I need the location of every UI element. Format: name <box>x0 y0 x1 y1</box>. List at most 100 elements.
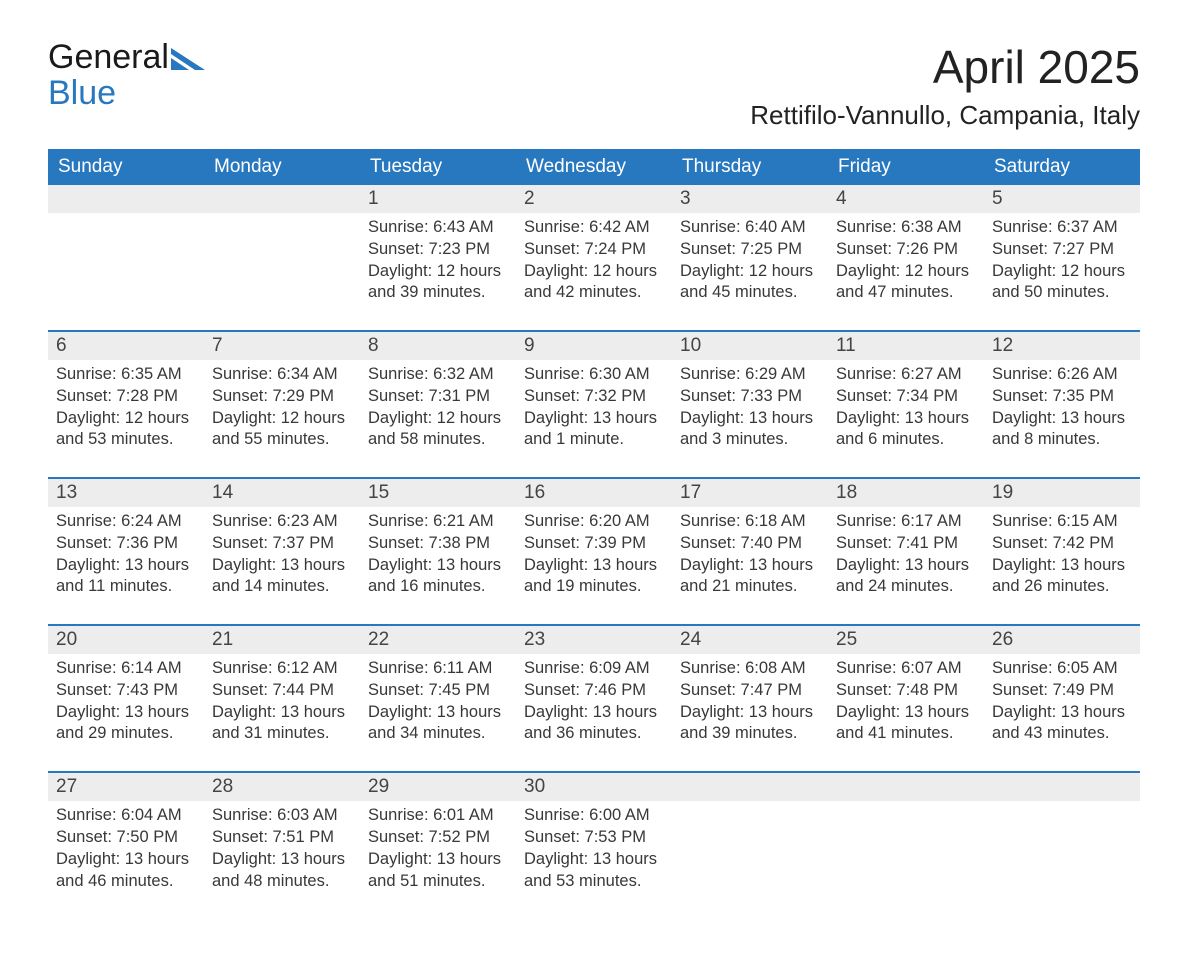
day-info-line: Sunrise: 6:04 AM <box>56 805 196 827</box>
calendar-day-cell: 4Sunrise: 6:38 AMSunset: 7:26 PMDaylight… <box>828 185 984 330</box>
weekday-header: Saturday <box>984 149 1140 185</box>
day-content: Sunrise: 6:09 AMSunset: 7:46 PMDaylight:… <box>516 654 672 771</box>
day-info-line: Sunset: 7:29 PM <box>212 386 352 408</box>
day-info-line: Daylight: 13 hours <box>836 408 976 430</box>
day-content: Sunrise: 6:29 AMSunset: 7:33 PMDaylight:… <box>672 360 828 477</box>
day-content: Sunrise: 6:20 AMSunset: 7:39 PMDaylight:… <box>516 507 672 624</box>
day-info-line: Sunrise: 6:23 AM <box>212 511 352 533</box>
weekday-header: Tuesday <box>360 149 516 185</box>
day-content <box>984 801 1140 911</box>
day-info-line: Daylight: 13 hours <box>368 702 508 724</box>
day-number: 14 <box>204 479 360 507</box>
day-info-line: Sunrise: 6:17 AM <box>836 511 976 533</box>
calendar-day-cell: 23Sunrise: 6:09 AMSunset: 7:46 PMDayligh… <box>516 624 672 771</box>
day-content <box>672 801 828 911</box>
day-info-line: Sunrise: 6:29 AM <box>680 364 820 386</box>
calendar-day-cell: 29Sunrise: 6:01 AMSunset: 7:52 PMDayligh… <box>360 771 516 918</box>
day-info-line: Daylight: 13 hours <box>680 408 820 430</box>
day-info-line: Daylight: 13 hours <box>680 555 820 577</box>
day-info-line: Daylight: 13 hours <box>524 702 664 724</box>
day-number: 16 <box>516 479 672 507</box>
calendar-day-cell: 14Sunrise: 6:23 AMSunset: 7:37 PMDayligh… <box>204 477 360 624</box>
day-info-line: Daylight: 13 hours <box>992 408 1132 430</box>
day-info-line: Sunset: 7:27 PM <box>992 239 1132 261</box>
day-content: Sunrise: 6:23 AMSunset: 7:37 PMDaylight:… <box>204 507 360 624</box>
day-content: Sunrise: 6:05 AMSunset: 7:49 PMDaylight:… <box>984 654 1140 771</box>
day-content: Sunrise: 6:14 AMSunset: 7:43 PMDaylight:… <box>48 654 204 771</box>
day-info-line: Sunrise: 6:27 AM <box>836 364 976 386</box>
day-info-line: and 36 minutes. <box>524 723 664 745</box>
day-info-line: Daylight: 13 hours <box>992 702 1132 724</box>
day-content <box>204 213 360 323</box>
weekday-header: Monday <box>204 149 360 185</box>
day-info-line: Daylight: 13 hours <box>56 702 196 724</box>
calendar-body: 1Sunrise: 6:43 AMSunset: 7:23 PMDaylight… <box>48 185 1140 918</box>
day-content: Sunrise: 6:18 AMSunset: 7:40 PMDaylight:… <box>672 507 828 624</box>
day-number: 3 <box>672 185 828 213</box>
calendar-day-cell: 3Sunrise: 6:40 AMSunset: 7:25 PMDaylight… <box>672 185 828 330</box>
day-content: Sunrise: 6:21 AMSunset: 7:38 PMDaylight:… <box>360 507 516 624</box>
calendar-day-cell <box>672 771 828 918</box>
calendar-day-cell: 10Sunrise: 6:29 AMSunset: 7:33 PMDayligh… <box>672 330 828 477</box>
calendar-day-cell: 21Sunrise: 6:12 AMSunset: 7:44 PMDayligh… <box>204 624 360 771</box>
calendar-day-cell: 7Sunrise: 6:34 AMSunset: 7:29 PMDaylight… <box>204 330 360 477</box>
day-info-line: and 39 minutes. <box>368 282 508 304</box>
day-number: 8 <box>360 332 516 360</box>
day-info-line: and 55 minutes. <box>212 429 352 451</box>
calendar-day-cell: 26Sunrise: 6:05 AMSunset: 7:49 PMDayligh… <box>984 624 1140 771</box>
day-number <box>828 773 984 801</box>
day-number: 2 <box>516 185 672 213</box>
day-info-line: Sunset: 7:44 PM <box>212 680 352 702</box>
calendar-day-cell: 9Sunrise: 6:30 AMSunset: 7:32 PMDaylight… <box>516 330 672 477</box>
day-info-line: and 39 minutes. <box>680 723 820 745</box>
day-info-line: Sunset: 7:35 PM <box>992 386 1132 408</box>
day-info-line: Daylight: 12 hours <box>368 408 508 430</box>
day-content <box>48 213 204 323</box>
calendar-day-cell: 28Sunrise: 6:03 AMSunset: 7:51 PMDayligh… <box>204 771 360 918</box>
day-info-line: Daylight: 12 hours <box>524 261 664 283</box>
day-number <box>48 185 204 213</box>
day-number: 5 <box>984 185 1140 213</box>
day-info-line: and 24 minutes. <box>836 576 976 598</box>
day-info-line: Daylight: 13 hours <box>524 408 664 430</box>
day-content: Sunrise: 6:01 AMSunset: 7:52 PMDaylight:… <box>360 801 516 918</box>
day-content: Sunrise: 6:38 AMSunset: 7:26 PMDaylight:… <box>828 213 984 330</box>
day-number: 6 <box>48 332 204 360</box>
calendar-day-cell: 1Sunrise: 6:43 AMSunset: 7:23 PMDaylight… <box>360 185 516 330</box>
day-info-line: Sunset: 7:37 PM <box>212 533 352 555</box>
day-info-line: Daylight: 12 hours <box>992 261 1132 283</box>
brand-part1: General <box>48 38 169 76</box>
day-info-line: and 6 minutes. <box>836 429 976 451</box>
day-content: Sunrise: 6:26 AMSunset: 7:35 PMDaylight:… <box>984 360 1140 477</box>
day-info-line: Sunset: 7:33 PM <box>680 386 820 408</box>
day-info-line: and 3 minutes. <box>680 429 820 451</box>
day-info-line: and 29 minutes. <box>56 723 196 745</box>
day-number: 26 <box>984 626 1140 654</box>
day-info-line: Sunset: 7:53 PM <box>524 827 664 849</box>
day-info-line: Sunrise: 6:12 AM <box>212 658 352 680</box>
day-info-line: Sunrise: 6:18 AM <box>680 511 820 533</box>
day-info-line: Daylight: 13 hours <box>992 555 1132 577</box>
weekday-header: Sunday <box>48 149 204 185</box>
day-info-line: Sunset: 7:52 PM <box>368 827 508 849</box>
day-info-line: and 58 minutes. <box>368 429 508 451</box>
title-block: April 2025 Rettifilo-Vannullo, Campania,… <box>750 40 1140 131</box>
day-info-line: Sunrise: 6:07 AM <box>836 658 976 680</box>
day-content: Sunrise: 6:43 AMSunset: 7:23 PMDaylight:… <box>360 213 516 330</box>
day-info-line: Sunrise: 6:11 AM <box>368 658 508 680</box>
day-info-line: Daylight: 13 hours <box>524 555 664 577</box>
day-content: Sunrise: 6:30 AMSunset: 7:32 PMDaylight:… <box>516 360 672 477</box>
day-number: 19 <box>984 479 1140 507</box>
day-info-line: Sunrise: 6:34 AM <box>212 364 352 386</box>
day-content: Sunrise: 6:08 AMSunset: 7:47 PMDaylight:… <box>672 654 828 771</box>
day-info-line: and 48 minutes. <box>212 871 352 893</box>
day-number <box>204 185 360 213</box>
day-content: Sunrise: 6:00 AMSunset: 7:53 PMDaylight:… <box>516 801 672 918</box>
day-info-line: Sunrise: 6:24 AM <box>56 511 196 533</box>
calendar-day-cell: 20Sunrise: 6:14 AMSunset: 7:43 PMDayligh… <box>48 624 204 771</box>
calendar-day-cell: 22Sunrise: 6:11 AMSunset: 7:45 PMDayligh… <box>360 624 516 771</box>
day-info-line: Sunset: 7:39 PM <box>524 533 664 555</box>
day-info-line: Daylight: 13 hours <box>368 849 508 871</box>
day-info-line: Sunrise: 6:42 AM <box>524 217 664 239</box>
day-content: Sunrise: 6:11 AMSunset: 7:45 PMDaylight:… <box>360 654 516 771</box>
